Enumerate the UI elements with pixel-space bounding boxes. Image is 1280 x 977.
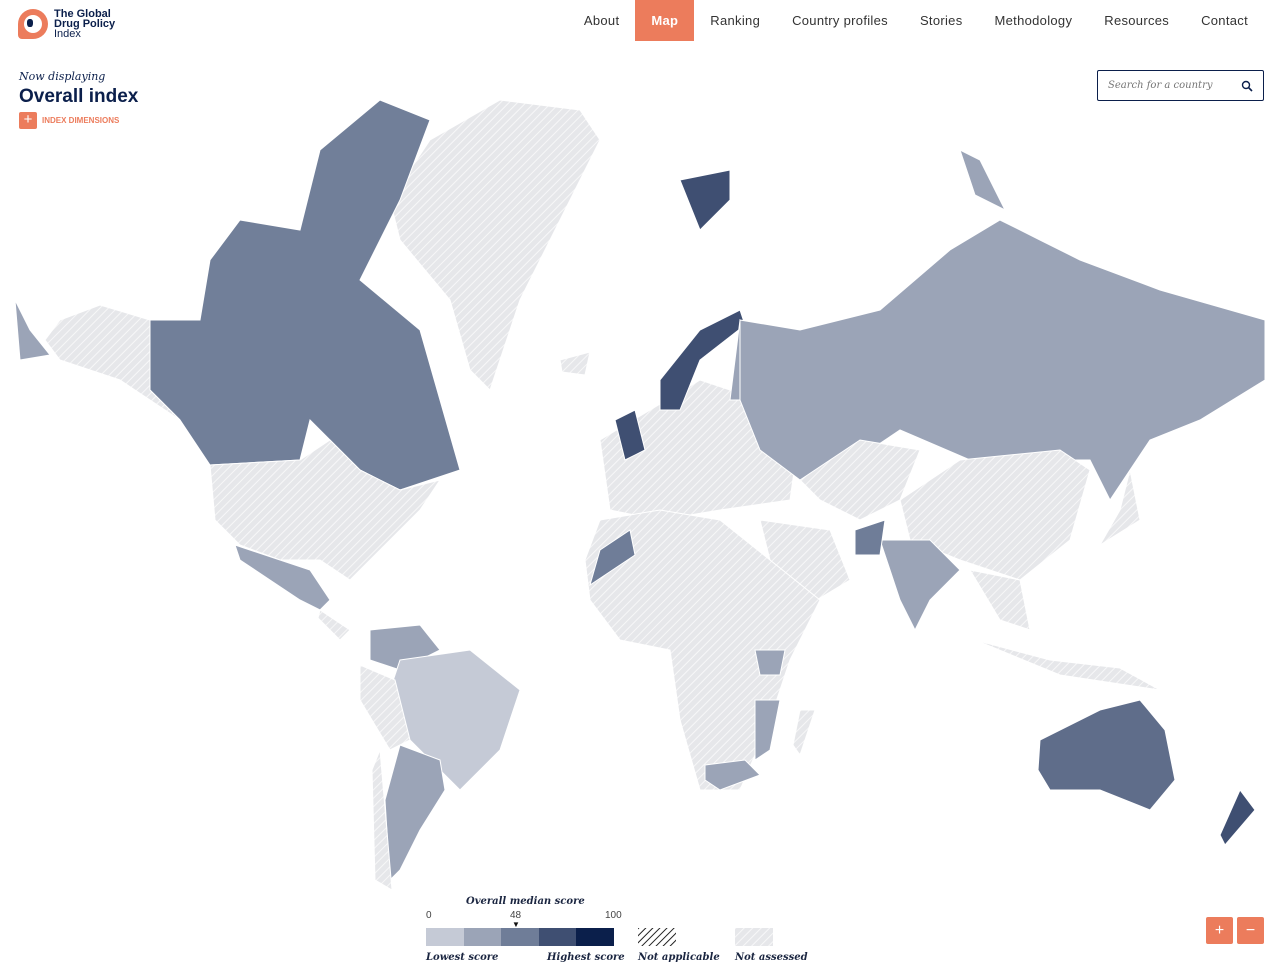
country-india[interactable] [879,539,961,632]
country-chukotka[interactable] [14,299,51,361]
logo[interactable]: The Global Drug Policy Index [18,8,116,40]
legend-high: Highest score [547,952,625,963]
scale-step-2 [463,928,502,946]
search-box [1097,70,1264,101]
country-svalbard[interactable] [679,169,731,231]
country-afghanistan[interactable] [854,519,886,556]
plus-icon: + [19,112,37,129]
zoom-in-button[interactable]: + [1206,917,1233,944]
now-displaying-label: Now displaying [19,70,106,83]
country-iceland[interactable] [559,351,591,376]
logo-line: Drug Policy [54,18,116,30]
country-middle-east[interactable] [759,519,851,611]
scale-step-4 [538,928,577,946]
nav-stories[interactable]: Stories [919,13,963,28]
zoom-out-button[interactable]: − [1237,917,1264,944]
country-uk[interactable] [614,409,646,461]
country-southeast-asia[interactable] [968,569,1031,631]
index-dimensions-label: INDEX DIMENSIONS [42,116,120,125]
country-australia[interactable] [1037,699,1176,811]
nav-methodology[interactable]: Methodology [994,13,1073,28]
scale-step-1 [426,928,464,946]
country-morocco[interactable] [589,529,636,587]
country-usa[interactable] [209,439,442,581]
page-title: Overall index [19,86,139,107]
main-nav: About Map Ranking Country profiles Stori… [568,0,1264,41]
legend-min: 0 [426,910,432,921]
index-dimensions-button[interactable]: + INDEX DIMENSIONS [19,112,138,129]
nav-map[interactable]: Map [635,0,695,41]
scale-step-5 [576,928,614,946]
display-panel: Now displaying Overall index + INDEX DIM… [19,70,138,129]
country-greenland[interactable] [389,99,601,391]
scale-step-3 [501,928,539,946]
median-marker-icon: ▼ [512,920,520,929]
country-mozambique[interactable] [754,699,781,761]
legend-low: Lowest score [426,952,499,963]
legend-max: 100 [605,910,622,921]
country-arctic-islands[interactable] [959,149,1007,212]
country-argentina[interactable] [384,744,446,882]
country-norway[interactable] [659,309,746,411]
nav-country-profiles[interactable]: Country profiles [792,13,888,28]
logo-line: The Global [54,8,111,20]
country-central-america[interactable] [317,609,351,641]
logo-line: Index [54,28,81,40]
legend-not-assessed: Not assessed [735,952,808,963]
color-scale [426,928,614,946]
search-icon[interactable] [1241,80,1253,92]
not-assessed-swatch [735,928,773,949]
legend-median: 48 [510,910,522,921]
nav-resources[interactable]: Resources [1104,13,1170,28]
country-kenya[interactable] [754,649,786,676]
country-madagascar[interactable] [792,709,816,757]
country-new-zealand[interactable] [1219,789,1256,846]
country-alaska[interactable] [44,304,181,421]
country-indonesia[interactable] [974,639,1161,691]
zoom-controls: + − [1206,917,1264,944]
not-applicable-swatch [638,928,676,946]
country-south-africa[interactable] [704,759,761,791]
search-input[interactable] [1108,80,1241,91]
nav-contact[interactable]: Contact [1201,13,1248,28]
nav-about[interactable]: About [583,13,620,28]
legend-not-applicable: Not applicable [638,952,720,963]
country-canada[interactable] [149,99,461,491]
country-chile[interactable] [371,749,393,891]
nav-ranking[interactable]: Ranking [710,13,761,28]
legend-title: Overall median score [466,896,585,907]
globe-logo-icon [18,9,48,39]
country-japan[interactable] [1099,469,1141,546]
